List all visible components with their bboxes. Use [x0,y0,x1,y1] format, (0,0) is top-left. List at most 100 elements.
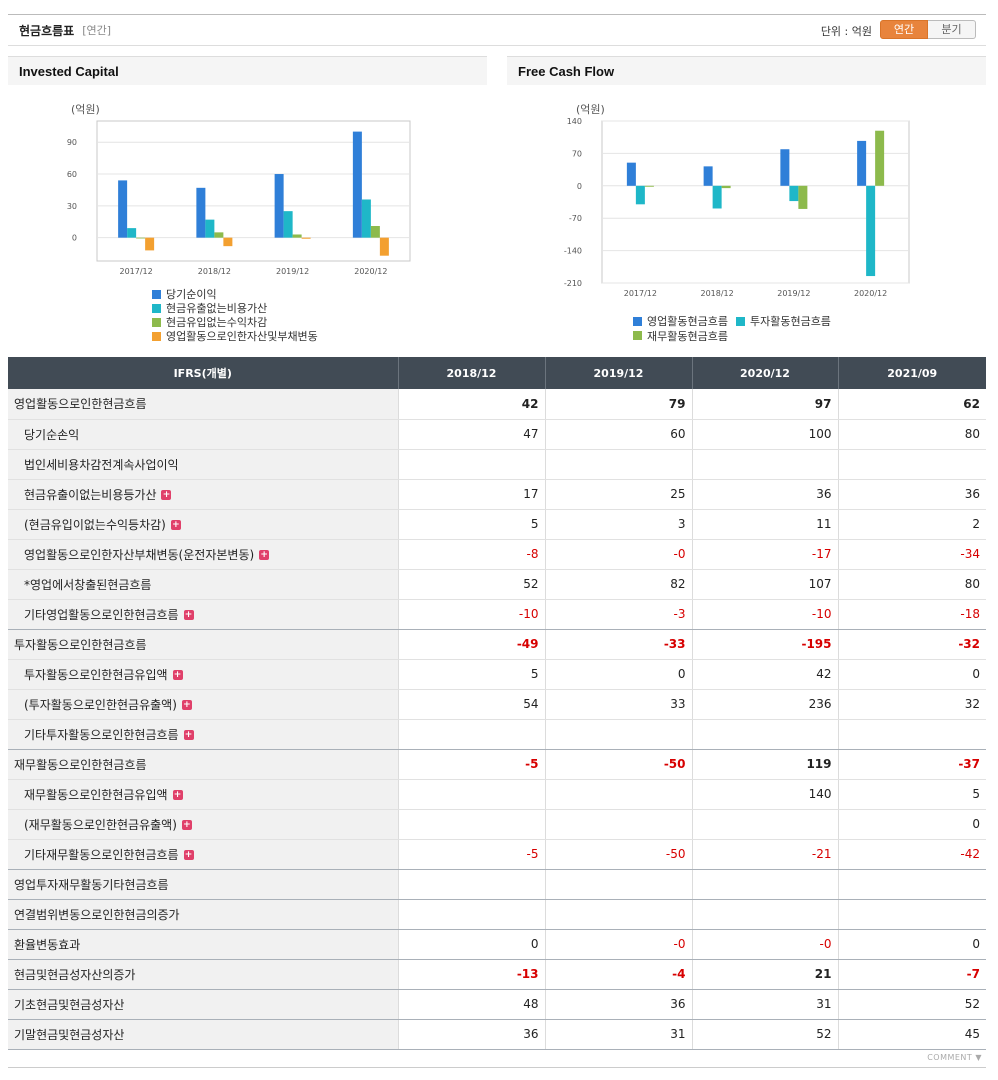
legend-item: 투자활동현금흐름 [735,314,831,328]
free-cash-flow-title: Free Cash Flow [507,56,986,85]
expand-plus-icon[interactable]: + [183,730,194,740]
legend-item: 영업활동으로인한자산및부채변동 [152,329,318,343]
table-row: (재무활동으로인한현금유출액) +0 [8,809,986,840]
unit-label: 단위 : 억원 [820,25,872,38]
bar [127,228,137,238]
table-cell: 54 [397,689,545,720]
bar [866,185,876,277]
row-label-text: 재무활동으로인한현금흐름 [14,757,147,772]
bar [205,219,215,238]
expand-plus-icon[interactable]: + [259,550,270,560]
row-label: 기타재무활동으로인한현금흐름 + [8,839,398,870]
comment-toggle[interactable]: COMMENT ▼ [927,1053,982,1062]
bar [145,237,155,251]
row-label-text: 현금및현금성자산의증가 [14,967,136,982]
table-cell: 79 [544,389,692,420]
table-cell [544,719,692,750]
table-cell: -195 [691,629,838,660]
table-cell: 42 [691,659,838,690]
table-cell: -5 [397,839,545,870]
table-cell: 0 [837,809,986,840]
expand-plus-icon[interactable]: + [181,700,192,710]
row-label-text: *영업에서창출된현금흐름 [24,577,152,592]
row-label-text: 현금유출이없는비용등가산 [24,487,157,502]
bar [789,185,799,202]
table-cell: 36 [691,479,838,510]
legend-label: 투자활동현금흐름 [749,315,831,328]
table-header-cell: 2020/12 [691,357,838,389]
table-row: 기타영업활동으로인한현금흐름 + -10 -3 -10 -18 [8,599,986,630]
legend-label: 현금유입없는수익차감 [166,316,268,329]
row-label: 환율변동효과 [8,929,398,960]
period-toggle: 연간 분기 [880,20,976,39]
bar [292,234,302,238]
table-cell: 11 [691,509,838,540]
table-cell: 0 [837,659,986,690]
table-cell: -0 [544,539,692,570]
row-label: 재무활동으로인한현금흐름 [8,749,398,780]
row-label-text: 기타재무활동으로인한현금흐름 [24,847,179,862]
bar [274,174,284,238]
table-row: *영업에서창출된현금흐름 52 82 107 80 [8,569,986,600]
table-row: 영업활동으로인한현금흐름 42 79 97 62 [8,389,986,420]
bar [352,131,362,238]
table-cell: 236 [691,689,838,720]
legend-item: 영업활동현금흐름 [633,314,728,328]
row-label: 법인세비용차감전계속사업이익 [8,449,398,480]
legend-label: 영업활동으로인한자산및부채변동 [166,330,318,343]
table-cell: -18 [837,599,986,630]
bar [361,199,371,238]
bar [136,237,146,239]
table-row: 현금유출이없는비용등가산 +17 25 36 36 [8,479,986,510]
expand-plus-icon[interactable]: + [172,670,183,680]
table-row: (투자활동으로인한현금유출액) +54 33 236 32 [8,689,986,720]
unit-label: (억원) [71,103,100,116]
comment-footer: COMMENT ▼ [8,1050,986,1068]
table-row: 재무활동으로인한현금흐름 -5 -50 119 -37 [8,749,986,780]
table-row: 기말현금및현금성자산 36 31 52 45 [8,1019,986,1050]
table-cell: 32 [837,689,986,720]
expand-plus-icon[interactable]: + [172,790,183,800]
expand-plus-icon[interactable]: + [183,850,194,860]
tab-annual[interactable]: 연간 [880,20,928,39]
table-row: 당기순손익 47 60 100 80 [8,419,986,450]
row-label-text: 영업활동으로인한자산부채변동(운전자본변동) [24,547,255,562]
x-tick-label: 2017/12 [120,267,153,276]
y-tick-label: -210 [564,279,582,288]
table-cell [397,809,545,840]
table-cell [837,719,986,750]
x-tick-label: 2018/12 [701,289,734,298]
table-cell: -50 [544,749,692,780]
table-cell [544,779,692,810]
table-cell: 5 [397,509,545,540]
bar [223,237,233,247]
table-cell [544,899,692,930]
row-label: 영업활동으로인한자산부채변동(운전자본변동) + [8,539,398,570]
x-tick-label: 2020/12 [354,267,387,276]
row-label-text: 영업투자재무활동기타현금흐름 [14,877,169,892]
expand-plus-icon[interactable]: + [161,490,172,500]
table-cell: 97 [691,389,838,420]
bar [875,130,885,186]
table-header-cell: 2021/09 [837,357,986,389]
legend-label: 현금유출없는비용가산 [166,302,268,315]
table-cell [691,449,838,480]
row-label: 영업투자재무활동기타현금흐름 [8,869,398,900]
y-tick-label: -70 [569,214,582,223]
bar [712,185,722,209]
tab-quarter[interactable]: 분기 [928,20,976,39]
table-row: 영업활동으로인한자산부채변동(운전자본변동) + -8 -0 -17 -34 [8,539,986,570]
row-label-text: 법인세비용차감전계속사업이익 [24,457,179,472]
bar [857,140,867,186]
x-tick-label: 2019/12 [276,267,309,276]
expand-plus-icon[interactable]: + [181,820,192,830]
bar [196,187,206,238]
expand-plus-icon[interactable]: + [183,610,194,620]
table-cell: 48 [397,989,545,1020]
table-cell [544,809,692,840]
table-cell: 52 [397,569,545,600]
expand-plus-icon[interactable]: + [170,520,181,530]
table-header-row: IFRS(개별) 2018/12 2019/12 2020/12 2021/09 [8,357,986,389]
table-cell: -42 [837,839,986,870]
legend-label: 재무활동현금흐름 [647,329,728,343]
